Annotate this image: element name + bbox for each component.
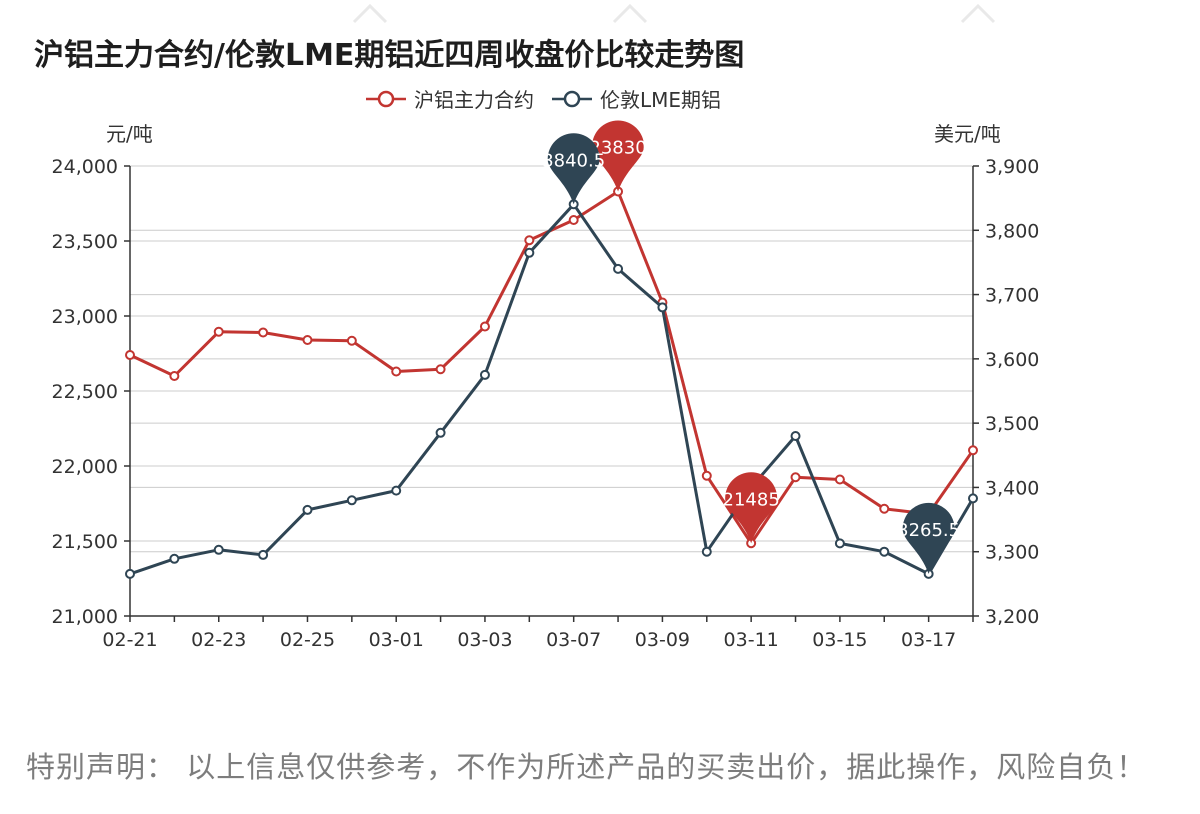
y-right-tick-label: 3,400	[985, 477, 1039, 499]
data-point	[258, 327, 269, 338]
data-point	[346, 495, 357, 506]
data-point	[479, 369, 490, 380]
data-point	[968, 445, 978, 456]
data-point	[968, 493, 978, 504]
data-point	[834, 538, 845, 549]
data-point	[435, 427, 446, 438]
data-point	[302, 504, 313, 515]
data-point	[213, 544, 224, 555]
x-tick-label: 02-25	[280, 629, 335, 651]
y-left-tick-label: 23,500	[52, 231, 118, 253]
watermark-logo	[610, 2, 650, 24]
y-right-tick-label: 3,200	[985, 606, 1039, 628]
y-left-tick-label: 23,000	[52, 306, 118, 328]
marker-pin	[902, 502, 955, 574]
y-right-tick-label: 3,700	[985, 285, 1039, 307]
y-right-tick-label: 3,300	[985, 542, 1039, 564]
data-point	[169, 553, 180, 564]
data-point	[258, 549, 269, 560]
data-point	[657, 302, 668, 313]
legend-label: 伦敦LME期铝	[600, 88, 722, 112]
data-point	[568, 215, 579, 225]
data-point	[834, 474, 845, 485]
data-point	[701, 546, 712, 557]
data-point	[125, 350, 135, 360]
marker-pin-label: 21485	[723, 489, 780, 510]
y-right-tick-label: 3,600	[985, 349, 1039, 371]
data-point	[701, 470, 712, 481]
watermark-logo	[958, 2, 998, 24]
watermark-logo	[350, 2, 390, 24]
chart-legend: 沪铝主力合约 伦敦LME期铝	[366, 84, 739, 113]
data-point	[879, 503, 890, 514]
series-line-lme	[129, 202, 975, 576]
data-point	[391, 366, 402, 377]
y-left-tick-label: 24,000	[52, 156, 118, 178]
data-point	[524, 247, 535, 258]
x-tick-label: 03-09	[635, 629, 690, 651]
chart-title: 沪铝主力合约/伦敦LME期铝近四周收盘价比较走势图	[34, 38, 745, 73]
x-tick-label: 03-11	[724, 629, 779, 651]
data-point	[435, 364, 446, 375]
legend-item-shfe[interactable]: 沪铝主力合约	[366, 84, 534, 113]
legend-item-lme[interactable]: 伦敦LME期铝	[552, 84, 721, 113]
y-left-tick-label: 21,500	[52, 531, 118, 553]
legend-label: 沪铝主力合约	[414, 88, 534, 112]
x-tick-label: 03-03	[457, 629, 512, 651]
data-point	[213, 326, 224, 337]
y-right-tick-label: 3,800	[985, 220, 1039, 242]
marker-pin	[592, 120, 645, 192]
x-tick-label: 02-21	[102, 629, 157, 651]
y-right-axis-name: 美元/吨	[934, 122, 1001, 146]
data-point	[125, 568, 135, 579]
y-left-tick-label: 22,000	[52, 456, 118, 478]
data-point	[169, 371, 180, 381]
marker-pin-label: 3840.5	[542, 150, 605, 171]
series-line-shfe	[129, 190, 975, 545]
y-left-axis-name: 元/吨	[106, 122, 153, 146]
x-tick-label: 03-07	[546, 629, 601, 651]
y-left-tick-label: 21,000	[52, 606, 118, 628]
marker-pin-label: 23830	[589, 138, 646, 159]
x-tick-label: 03-17	[901, 629, 956, 651]
data-point	[302, 335, 313, 345]
data-point	[391, 485, 402, 496]
marker-pin-label: 3265.5	[897, 520, 960, 541]
x-tick-label: 03-01	[369, 629, 424, 651]
data-point	[613, 263, 624, 274]
legend-line-icon	[366, 90, 406, 107]
x-tick-label: 03-15	[812, 629, 867, 651]
y-right-tick-label: 3,900	[985, 156, 1039, 178]
y-right-tick-label: 3,500	[985, 413, 1039, 435]
data-point	[524, 235, 535, 246]
legend-line-icon	[552, 90, 592, 107]
disclaimer-text: 特别声明： 以上信息仅供参考，不作为所述产品的买卖出价，据此操作，风险自负！	[26, 750, 1147, 784]
data-point	[479, 321, 490, 332]
data-point	[790, 472, 801, 483]
x-tick-label: 02-23	[191, 629, 246, 651]
data-point	[879, 546, 890, 557]
y-left-tick-label: 22,500	[52, 381, 118, 403]
marker-pin	[725, 472, 778, 544]
data-point	[346, 335, 357, 346]
marker-pin	[547, 133, 600, 205]
data-point	[790, 431, 801, 441]
